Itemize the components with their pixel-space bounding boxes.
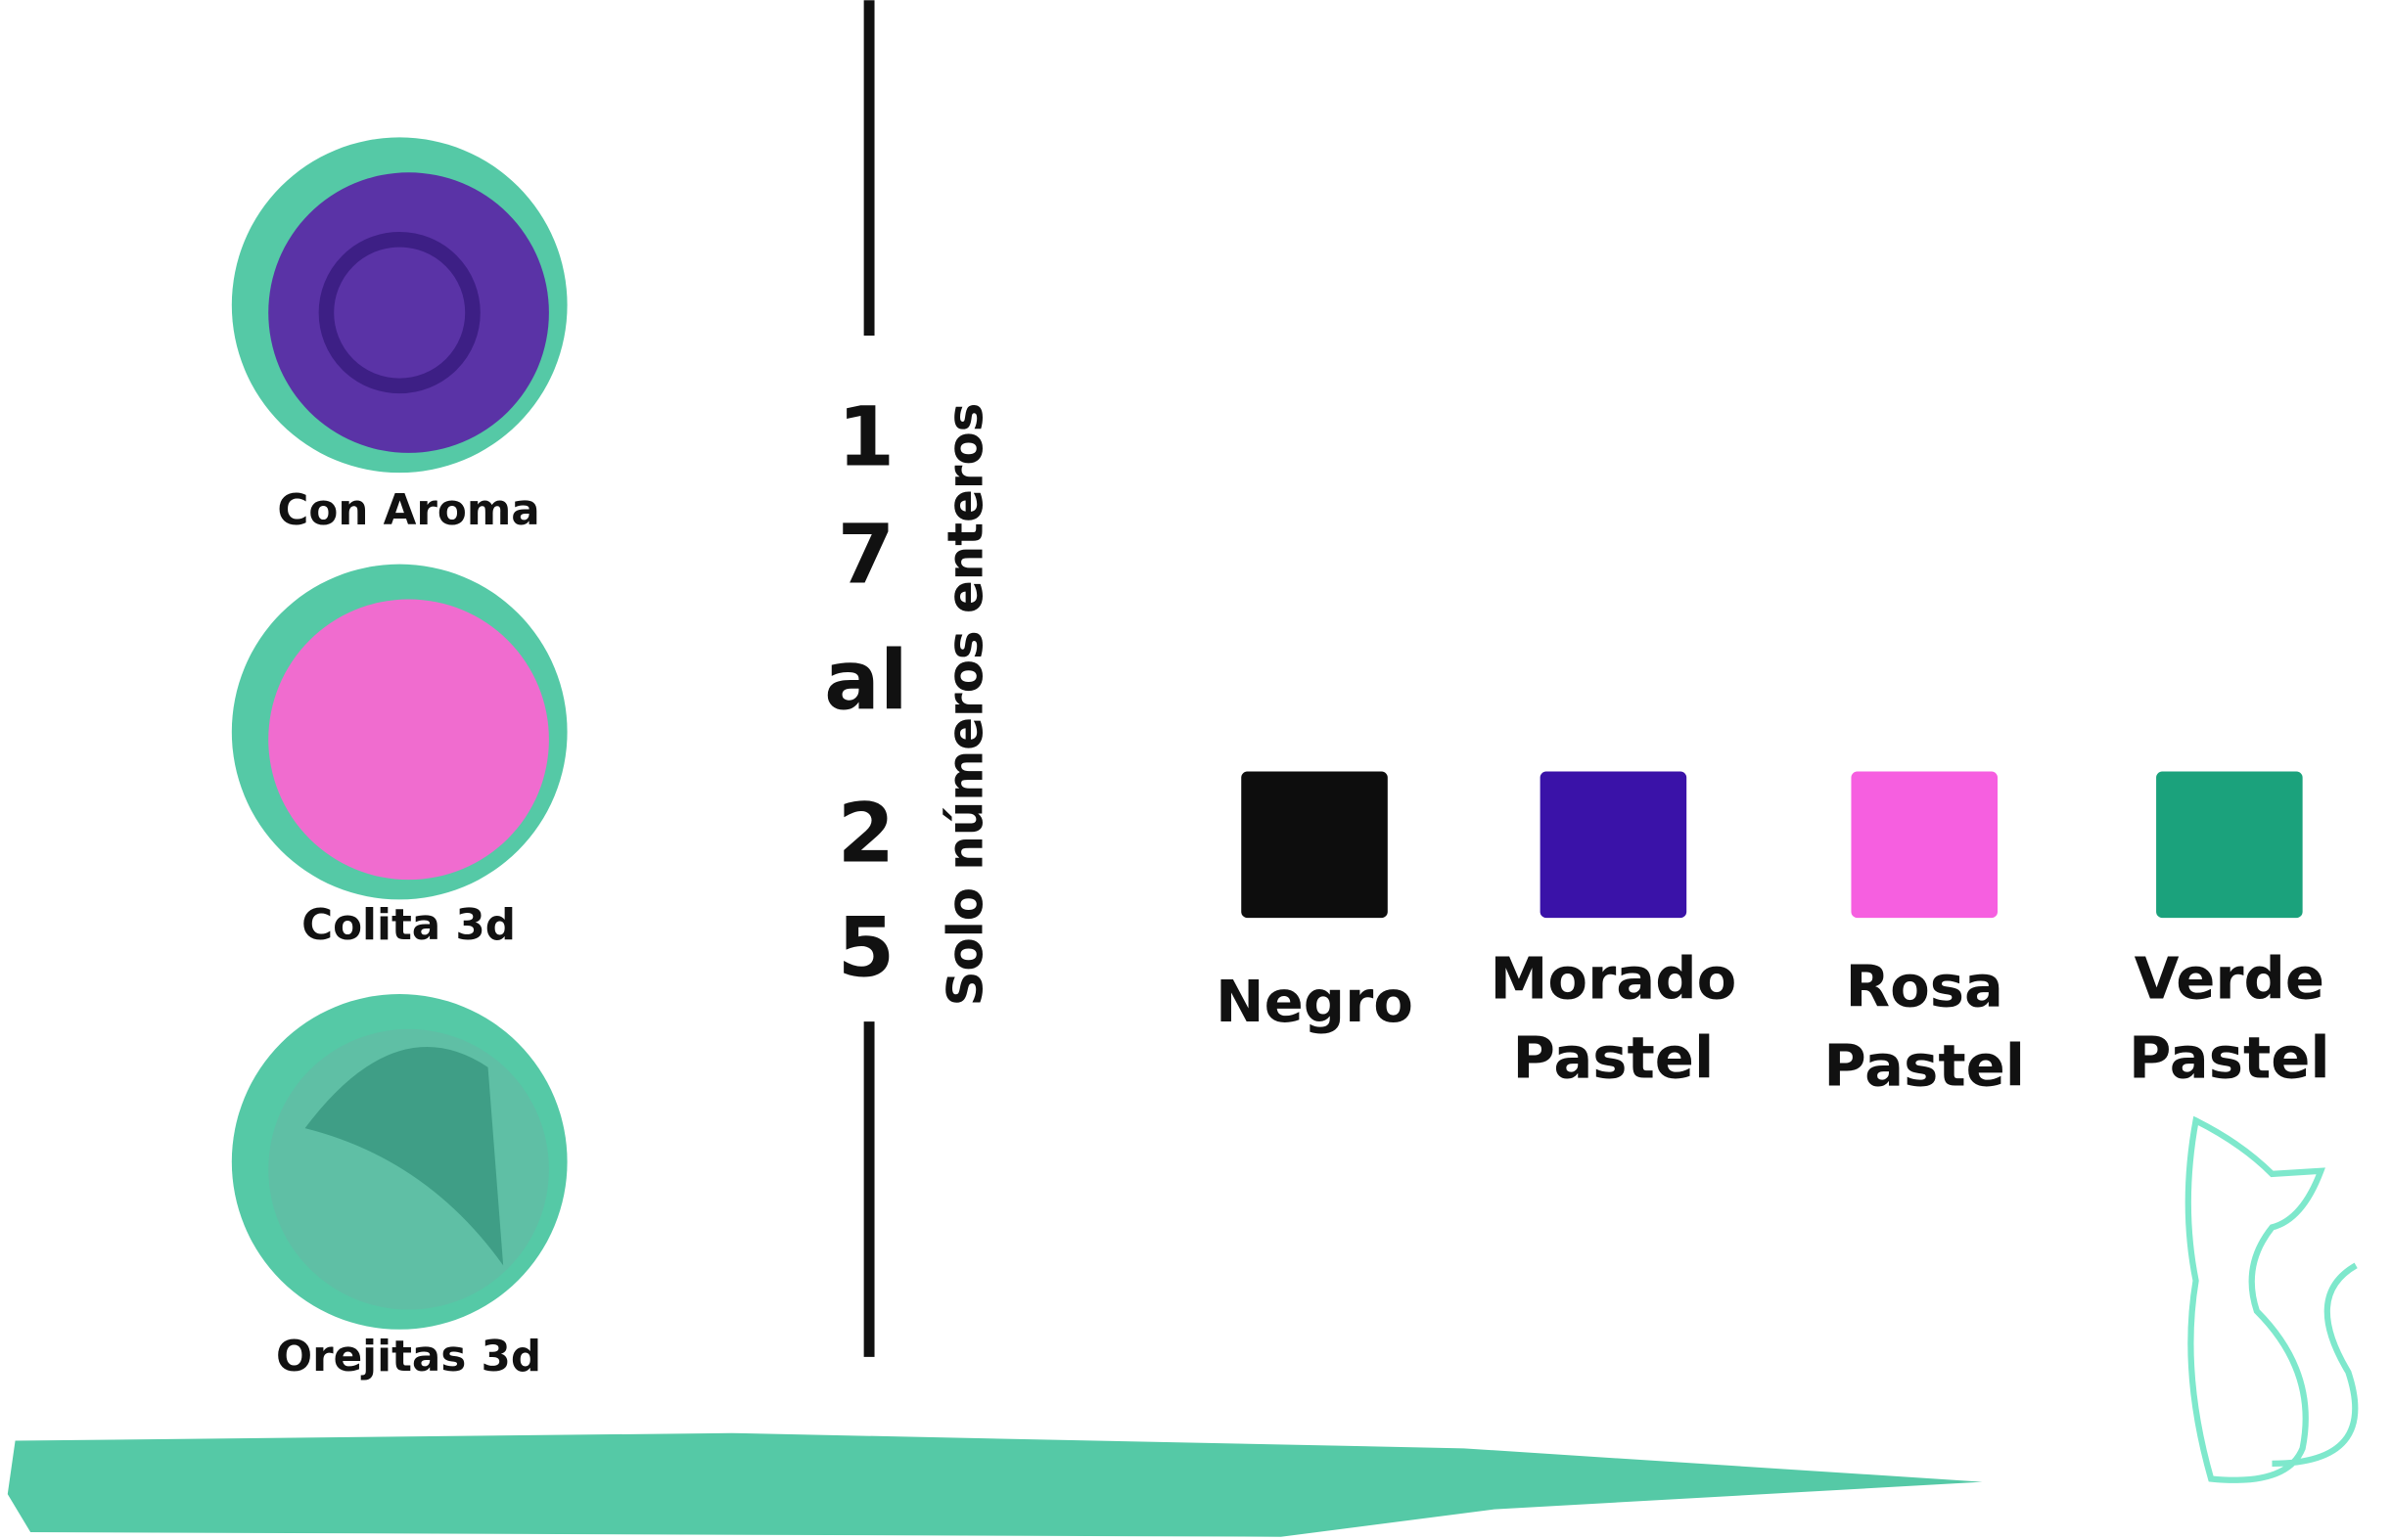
size-text: 1 [838, 388, 896, 484]
size-text: 7 [838, 506, 896, 602]
color-name: Pastel [1513, 1024, 1715, 1092]
colita-photo [268, 599, 549, 881]
color-swatch [1241, 771, 1388, 919]
color-name: Verde [2135, 945, 2324, 1013]
color-swatch [1851, 771, 1999, 919]
size-text: al [824, 633, 908, 729]
brush-stroke [7, 1432, 1983, 1537]
color-name: Pastel [1823, 1032, 2025, 1100]
color-name: Negro [1216, 968, 1413, 1035]
color-swatch [1540, 771, 1687, 919]
color-name: Morado [1491, 945, 1737, 1013]
logo-emboss [318, 232, 481, 394]
color-swatch [2156, 771, 2303, 919]
aroma-photo [268, 172, 549, 453]
ear-shape [304, 1047, 504, 1266]
feature-label: Con Aroma [277, 486, 539, 535]
feature-icons [231, 137, 568, 1330]
size-note: Solo números enteros [937, 403, 993, 1007]
cat-outline [2184, 1115, 2359, 1483]
size-text: 2 [838, 785, 896, 881]
feature-label: Orejitas 3d [276, 1333, 541, 1381]
color-name: Rosa [1846, 952, 2003, 1019]
color-name: Pastel [2129, 1024, 2330, 1092]
feature-label: Colita 3d [301, 901, 516, 950]
size-text: 5 [838, 899, 896, 995]
